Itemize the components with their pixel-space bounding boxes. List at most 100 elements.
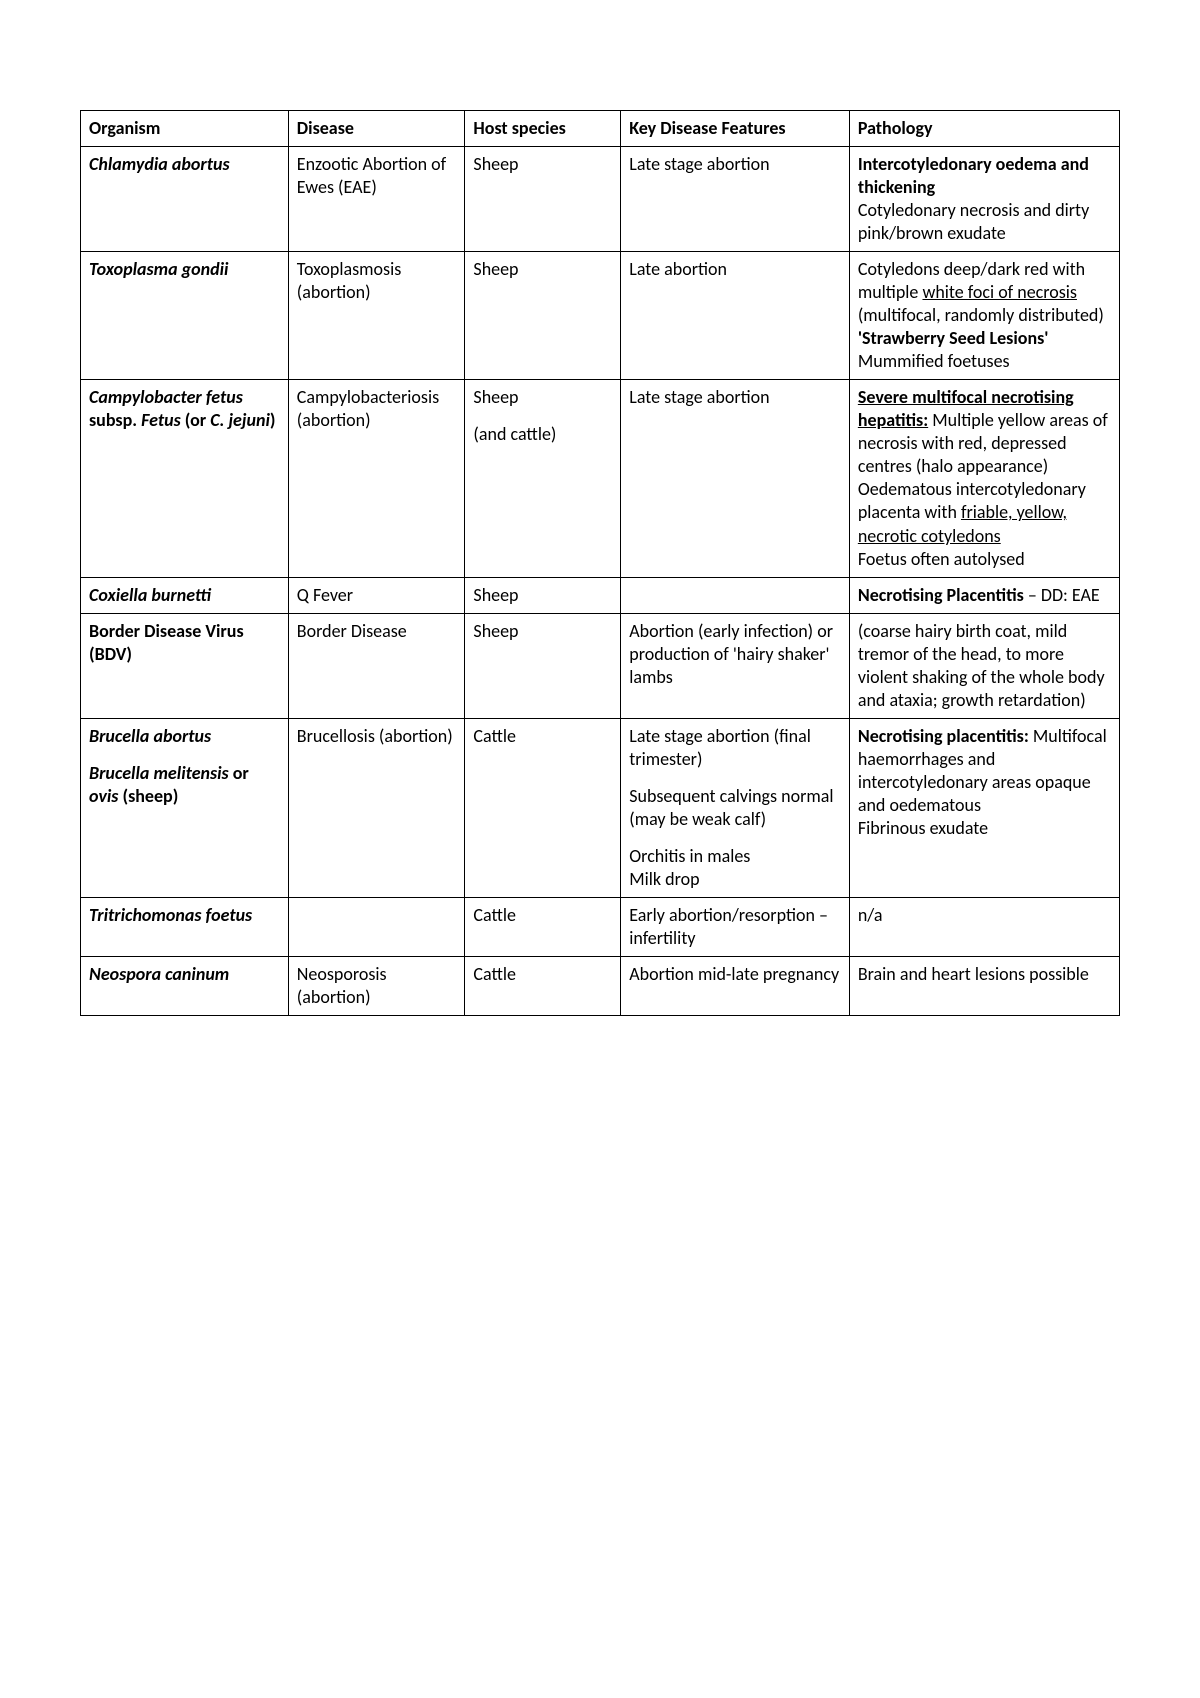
text-segment: – DD: EAE bbox=[1024, 584, 1100, 606]
text-segment: 'Strawberry Seed Lesions' bbox=[858, 327, 1049, 349]
text-line: Cattle bbox=[473, 963, 612, 986]
cell-disease: Campylobacteriosis (abortion) bbox=[288, 380, 465, 577]
text-segment: Fibrinous exudate bbox=[858, 817, 988, 839]
cell-disease: Enzootic Abortion of Ewes (EAE) bbox=[288, 147, 465, 252]
text-segment: Intercotyledonary oedema and thickening bbox=[858, 153, 1089, 198]
cell-organism: Toxoplasma gondii bbox=[81, 252, 289, 380]
text-segment: Cattle bbox=[473, 963, 516, 985]
text-segment: Late stage abortion (final trimester) bbox=[629, 725, 811, 770]
text-segment: Fetus bbox=[141, 409, 185, 431]
cell-pathology: Cotyledons deep/dark red with multiple w… bbox=[849, 252, 1119, 380]
text-line: Brucella abortus bbox=[89, 725, 280, 748]
text-segment: Chlamydia abortus bbox=[89, 153, 230, 175]
text-segment: (sheep) bbox=[122, 785, 178, 807]
col-organism: Organism bbox=[81, 111, 289, 147]
text-segment: Border Disease Virus (BDV) bbox=[89, 620, 244, 665]
text-line: Cattle bbox=[473, 904, 612, 927]
text-line: Late stage abortion (final trimester) bbox=[629, 725, 841, 771]
text-segment: Toxoplasma gondii bbox=[89, 258, 228, 280]
text-segment: Cattle bbox=[473, 904, 516, 926]
text-line: 'Strawberry Seed Lesions' bbox=[858, 327, 1111, 350]
text-line: Intercotyledonary oedema and thickening bbox=[858, 153, 1111, 199]
cell-organism: Border Disease Virus (BDV) bbox=[81, 613, 289, 718]
text-line: Campylobacteriosis (abortion) bbox=[297, 386, 457, 432]
text-line: Chlamydia abortus bbox=[89, 153, 280, 176]
text-line: Q Fever bbox=[297, 584, 457, 607]
text-segment: (coarse hairy birth coat, mild tremor of… bbox=[858, 620, 1105, 711]
text-segment: Early abortion/resorption – infertility bbox=[629, 904, 828, 949]
text-line: Sheep bbox=[473, 153, 612, 176]
text-segment: Enzootic Abortion of Ewes (EAE) bbox=[297, 153, 446, 198]
text-segment: Sheep bbox=[473, 386, 518, 408]
text-segment: white foci of necrosis bbox=[922, 281, 1077, 303]
cell-host: Sheep bbox=[465, 147, 621, 252]
text-segment: Brain and heart lesions possible bbox=[858, 963, 1089, 985]
text-segment: C. jejuni bbox=[210, 409, 270, 431]
cell-organism: Chlamydia abortus bbox=[81, 147, 289, 252]
cell-features: Late stage abortion (final trimester) Sub… bbox=[621, 718, 850, 897]
text-line: Cotyledonary necrosis and dirty pink/bro… bbox=[858, 199, 1111, 245]
cell-features: Late stage abortion bbox=[621, 147, 850, 252]
cell-organism: Campylobacter fetus subsp. Fetus (or C. … bbox=[81, 380, 289, 577]
text-line: Milk drop bbox=[629, 868, 841, 891]
cell-features: Abortion mid-late pregnancy bbox=[621, 956, 850, 1015]
table-body: Chlamydia abortus Enzootic Abortion of Ew… bbox=[81, 147, 1120, 1016]
text-line: Brucella melitensis or ovis (sheep) bbox=[89, 762, 280, 808]
text-segment: subsp. bbox=[89, 409, 141, 431]
text-line: Toxoplasma gondii bbox=[89, 258, 280, 281]
text-line: Necrotising Placentitis – DD: EAE bbox=[858, 584, 1111, 607]
cell-host: Cattle bbox=[465, 718, 621, 897]
text-segment: (or bbox=[185, 409, 210, 431]
text-segment: Cotyledonary necrosis and dirty pink/bro… bbox=[858, 199, 1089, 244]
text-line: Border Disease Virus (BDV) bbox=[89, 620, 280, 666]
text-segment: Foetus often autolysed bbox=[858, 548, 1025, 570]
table-row: Brucella abortus Brucella melitensis or o… bbox=[81, 718, 1120, 897]
text-line: Cotyledons deep/dark red with multiple w… bbox=[858, 258, 1111, 327]
text-segment: (and cattle) bbox=[473, 423, 556, 445]
text-segment: Brucella abortus bbox=[89, 725, 211, 747]
text-line: Orchitis in males bbox=[629, 845, 841, 868]
cell-pathology: Intercotyledonary oedema and thickeningC… bbox=[849, 147, 1119, 252]
text-segment: Tritrichomonas foetus bbox=[89, 904, 252, 926]
text-segment: Neospora caninum bbox=[89, 963, 229, 985]
text-line: (and cattle) bbox=[473, 423, 612, 446]
cell-disease: Border Disease bbox=[288, 613, 465, 718]
text-line: Coxiella burnetti bbox=[89, 584, 280, 607]
cell-organism: Coxiella burnetti bbox=[81, 577, 289, 613]
table-header-row: Organism Disease Host species Key Diseas… bbox=[81, 111, 1120, 147]
text-segment: Brucellosis (abortion) bbox=[297, 725, 453, 747]
text-line: Cattle bbox=[473, 725, 612, 748]
cell-features: Early abortion/resorption – infertility bbox=[621, 897, 850, 956]
cell-features: Late abortion bbox=[621, 252, 850, 380]
text-segment: or bbox=[233, 762, 249, 784]
table-row: Tritrichomonas foetus Cattle Early abortio… bbox=[81, 897, 1120, 956]
text-line: Sheep bbox=[473, 584, 612, 607]
text-line: Enzootic Abortion of Ewes (EAE) bbox=[297, 153, 457, 199]
text-line: Border Disease bbox=[297, 620, 457, 643]
text-line: Fibrinous exudate bbox=[858, 817, 1111, 840]
cell-pathology: Necrotising placentitis: Multifocal haem… bbox=[849, 718, 1119, 897]
text-segment: Campylobacteriosis (abortion) bbox=[297, 386, 439, 431]
text-segment: Sheep bbox=[473, 258, 518, 280]
text-line: Neospora caninum bbox=[89, 963, 280, 986]
text-line: Sheep bbox=[473, 258, 612, 281]
text-line: Subsequent calvings normal (may be weak … bbox=[629, 785, 841, 831]
cell-features: Late stage abortion bbox=[621, 380, 850, 577]
table-row: Campylobacter fetus subsp. Fetus (or C. … bbox=[81, 380, 1120, 577]
text-segment: n/a bbox=[858, 904, 883, 926]
cell-host: Cattle bbox=[465, 956, 621, 1015]
table-row: Toxoplasma gondiiToxoplasmosis (abortion… bbox=[81, 252, 1120, 380]
text-segment: Sheep bbox=[473, 153, 518, 175]
text-line: (coarse hairy birth coat, mild tremor of… bbox=[858, 620, 1111, 712]
cell-pathology: Brain and heart lesions possible bbox=[849, 956, 1119, 1015]
text-segment: Sheep bbox=[473, 584, 518, 606]
col-disease: Disease bbox=[288, 111, 465, 147]
text-line: Campylobacter fetus subsp. Fetus (or C. … bbox=[89, 386, 280, 432]
text-segment: ) bbox=[270, 409, 276, 431]
text-segment: Late stage abortion bbox=[629, 153, 769, 175]
text-line: Necrotising placentitis: Multifocal haem… bbox=[858, 725, 1111, 817]
cell-disease bbox=[288, 897, 465, 956]
text-line: Late stage abortion bbox=[629, 386, 841, 409]
text-segment: Subsequent calvings normal (may be weak … bbox=[629, 785, 833, 830]
text-line: Abortion (early infection) or production… bbox=[629, 620, 841, 689]
